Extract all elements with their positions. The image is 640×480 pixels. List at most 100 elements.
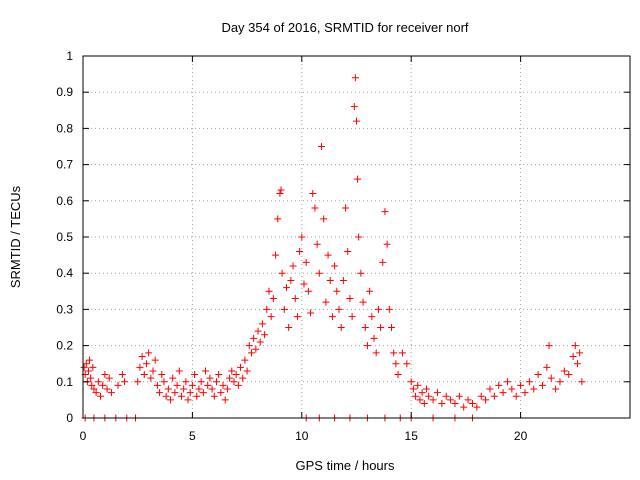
data-point [250, 334, 258, 342]
data-point [412, 392, 420, 400]
data-point [99, 381, 107, 389]
data-point [206, 374, 214, 382]
data-point [241, 356, 249, 364]
data-point [547, 374, 555, 382]
data-point [392, 360, 400, 368]
data-point [357, 269, 365, 277]
data-point [464, 396, 472, 404]
data-point [298, 233, 306, 241]
data-point [383, 240, 391, 248]
data-point [277, 186, 285, 194]
data-point [180, 385, 188, 393]
data-point [499, 389, 507, 397]
data-point [442, 392, 450, 400]
data-point [282, 284, 290, 292]
y-axis-label: SRMTID / TECUs [8, 185, 23, 288]
data-point [339, 276, 347, 284]
data-point [508, 385, 516, 393]
data-point [202, 367, 210, 375]
data-point [267, 313, 275, 321]
data-point [210, 392, 218, 400]
data-point [136, 363, 144, 371]
data-point [300, 280, 308, 288]
y-tick-label: 0.3 [56, 302, 73, 316]
data-point [398, 349, 406, 357]
data-point [388, 324, 396, 331]
data-point [121, 378, 129, 386]
x-tick-label: 15 [405, 429, 419, 443]
data-point [94, 378, 102, 386]
data-point [228, 367, 236, 375]
data-point [394, 371, 402, 379]
data-point [191, 371, 199, 379]
data-point [272, 251, 280, 259]
data-point [280, 305, 288, 313]
data-point [291, 295, 299, 303]
data-point [423, 385, 431, 393]
data-point [171, 389, 179, 397]
data-point [331, 262, 339, 270]
axis-ticks [82, 55, 630, 419]
data-point [82, 360, 90, 368]
data-point [346, 295, 354, 303]
y-tick-label: 1 [66, 49, 73, 63]
data-point [226, 374, 234, 382]
data-point [215, 371, 223, 379]
data-point [320, 215, 328, 223]
data-point [296, 247, 304, 255]
y-tick-labels: 0 0.1 0.2 0.3 0.4 0.5 0.6 0.7 0.8 0.9 1 [56, 49, 73, 425]
y-tick-label: 0.8 [56, 121, 73, 135]
data-point [438, 400, 446, 408]
data-point [545, 342, 553, 350]
data-point [186, 389, 194, 397]
data-point [565, 371, 573, 379]
data-point [160, 378, 168, 386]
data-point [560, 367, 568, 375]
data-point [351, 74, 359, 82]
data-point [374, 305, 382, 313]
data-point [293, 313, 301, 321]
data-point [517, 381, 525, 389]
data-point [379, 258, 387, 266]
data-point [285, 324, 293, 331]
data-point [344, 247, 352, 255]
data-point [363, 342, 371, 350]
data-point [195, 385, 203, 393]
data-point [556, 378, 564, 386]
data-point [451, 400, 459, 408]
data-point [197, 378, 205, 386]
data-point [145, 349, 153, 357]
data-point [167, 396, 175, 404]
y-tick-label: 0.7 [56, 158, 73, 172]
data-point [182, 378, 190, 386]
data-point [162, 392, 170, 400]
data-point [261, 331, 269, 339]
x-tick-label: 0 [80, 429, 87, 443]
y-tick-label: 0.5 [56, 230, 73, 244]
data-point [578, 378, 586, 386]
data-point [468, 400, 476, 408]
data-point [571, 342, 579, 350]
data-point [184, 396, 192, 404]
data-point [252, 345, 260, 353]
data-point [328, 313, 336, 321]
y-tick-label: 0 [66, 411, 73, 425]
data-point [342, 204, 350, 212]
data-point [525, 378, 533, 386]
data-point [118, 371, 126, 379]
data-point [90, 385, 98, 393]
data-point [538, 381, 546, 389]
x-tick-label: 20 [514, 429, 528, 443]
data-point [265, 287, 273, 295]
data-point [552, 385, 560, 393]
data-point [573, 360, 581, 368]
data-point [114, 381, 122, 389]
data-point [217, 389, 225, 397]
data-point [169, 374, 177, 382]
data-point [158, 371, 166, 379]
x-tick-label: 10 [295, 429, 309, 443]
data-point [313, 240, 321, 248]
data-point [89, 363, 97, 371]
data-point [543, 363, 551, 371]
data-point [473, 403, 481, 411]
